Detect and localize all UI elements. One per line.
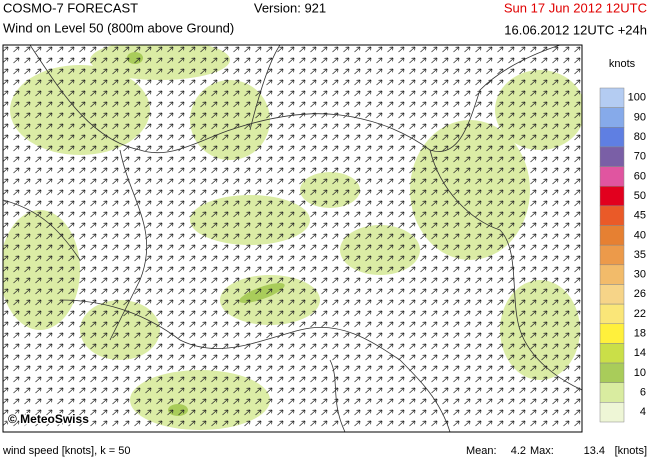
legend-label: 30 [634,269,646,281]
legend-label: 10 [634,367,646,379]
legend-label: 45 [634,210,646,222]
valid-time: Sun 17 Jun 2012 12UTC [504,0,647,15]
legend: knots 100 90 80 70 60 50 45 40 35 30 26 22 18 14 10 6 4 [599,58,646,423]
run-time: 16.06.2012 12UTC +24h [504,22,647,37]
legend-label: 80 [634,131,646,143]
product-title: COSMO-7 FORECAST [3,0,138,15]
legend-label: 60 [634,170,646,182]
max-value: 13.4 [584,445,605,457]
legend-swatch [599,146,625,167]
legend-label: 22 [634,308,646,320]
map-frame [2,44,583,433]
legend-swatch [599,264,625,285]
legend-swatch [599,382,625,403]
legend-label: 26 [634,288,646,300]
legend-label: 6 [640,386,646,398]
mean-value: 4.2 [511,445,526,457]
legend-swatch [599,323,625,344]
mean-label: Mean: [466,445,497,457]
legend-swatch [599,185,625,207]
legend-label: 35 [634,249,646,261]
legend-swatch [599,107,625,128]
legend-swatch [599,362,625,383]
unit: [knots] [615,445,647,457]
map: © MeteoSwiss [3,45,582,432]
legend-label: 14 [634,347,646,359]
legend-label: 40 [634,229,646,241]
subtitle: Wind on Level 50 (800m above Ground) [3,20,234,35]
legend-swatch [599,166,625,187]
legend-swatch [599,343,625,364]
legend-title: knots [609,58,636,70]
legend-label: 18 [634,327,646,339]
legend-label: 90 [634,111,646,123]
legend-swatch [599,402,625,423]
max-label: Max: [530,445,554,457]
legend-swatch [599,284,625,305]
legend-swatch [599,87,625,108]
legend-label: 4 [640,406,646,418]
legend-swatch [599,127,625,148]
credit: © MeteoSwiss [8,412,89,426]
legend-swatch [599,225,625,246]
legend-swatch [599,303,625,325]
legend-label: 100 [628,92,646,104]
borders [3,45,582,432]
legend-label: 50 [634,190,646,202]
footer-caption: wind speed [knots], k = 50 [2,445,131,457]
legend-swatch [599,205,625,226]
wind-arrows [3,45,582,432]
legend-swatch [599,244,625,266]
legend-label: 70 [634,151,646,163]
version: Version: 921 [254,0,326,15]
